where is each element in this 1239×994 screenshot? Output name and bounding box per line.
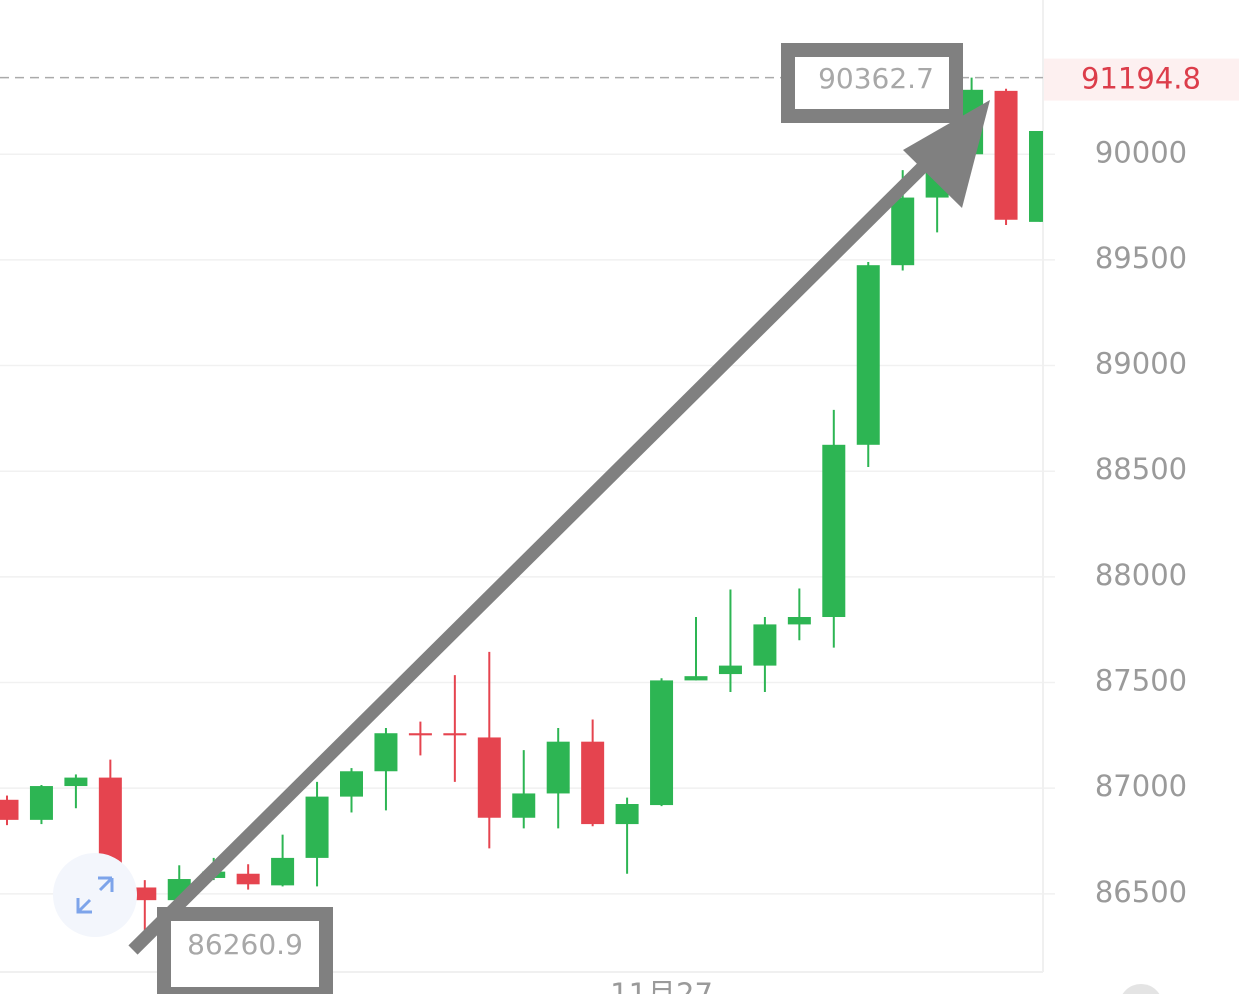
candle-body — [64, 777, 88, 787]
candles — [0, 77, 1043, 945]
candle-body — [477, 737, 501, 818]
y-tick-label: 86500 — [1095, 875, 1187, 909]
candle-body — [236, 873, 260, 885]
candle-body — [753, 624, 777, 666]
y-tick-label: 87000 — [1095, 769, 1187, 803]
candle-body — [856, 265, 880, 445]
annotation-box — [157, 907, 333, 994]
expand-button[interactable] — [53, 853, 137, 937]
candle-body — [0, 799, 19, 820]
annotation-box — [781, 43, 963, 123]
candle-body — [787, 617, 811, 625]
last-price-label: 91194.8 — [1081, 62, 1201, 96]
candle-body — [891, 197, 915, 266]
candle-body — [374, 733, 398, 772]
candle-body — [271, 857, 295, 886]
overlay: 91194.8 90362.7 86260.9 — [0, 43, 1239, 994]
candle-body — [305, 796, 329, 858]
grid — [0, 153, 1055, 895]
y-tick-label: 89000 — [1095, 347, 1187, 381]
x-axis: 11月27 — [610, 977, 713, 994]
y-tick-label: 89500 — [1095, 241, 1187, 275]
candle-body — [822, 444, 846, 618]
candle-body — [718, 665, 742, 675]
candle-body — [581, 741, 605, 825]
candle-body — [546, 741, 570, 794]
y-tick-label: 88500 — [1095, 452, 1187, 486]
candle-body — [1029, 131, 1043, 222]
candle-body — [408, 733, 432, 736]
candle-body — [684, 676, 708, 681]
scroll-button[interactable] — [1119, 984, 1163, 994]
expand-icon[interactable] — [76, 876, 114, 914]
y-tick-label: 90000 — [1095, 135, 1187, 169]
y-axis: 86500 87000 87500 88000 88500 89000 89500 90000 — [1095, 135, 1187, 909]
y-tick-label: 87500 — [1095, 664, 1187, 698]
candle-body — [512, 793, 536, 818]
candle-body — [133, 887, 157, 901]
arrow-shaft — [128, 125, 965, 955]
candle-body — [340, 771, 363, 797]
x-tick-label: 11月27 — [610, 977, 713, 994]
candle-body — [615, 804, 639, 825]
candle-body — [443, 733, 467, 736]
candle-body — [29, 786, 53, 820]
last-price-bg — [1044, 58, 1239, 101]
annotation-text: 90362.7 — [818, 62, 934, 95]
y-tick-label: 88000 — [1095, 558, 1187, 592]
expand-button-bg[interactable] — [53, 853, 137, 937]
annotation-text: 86260.9 — [187, 928, 303, 961]
arrow-head — [903, 100, 990, 208]
candle-body — [650, 680, 674, 806]
candle-body — [994, 90, 1018, 220]
